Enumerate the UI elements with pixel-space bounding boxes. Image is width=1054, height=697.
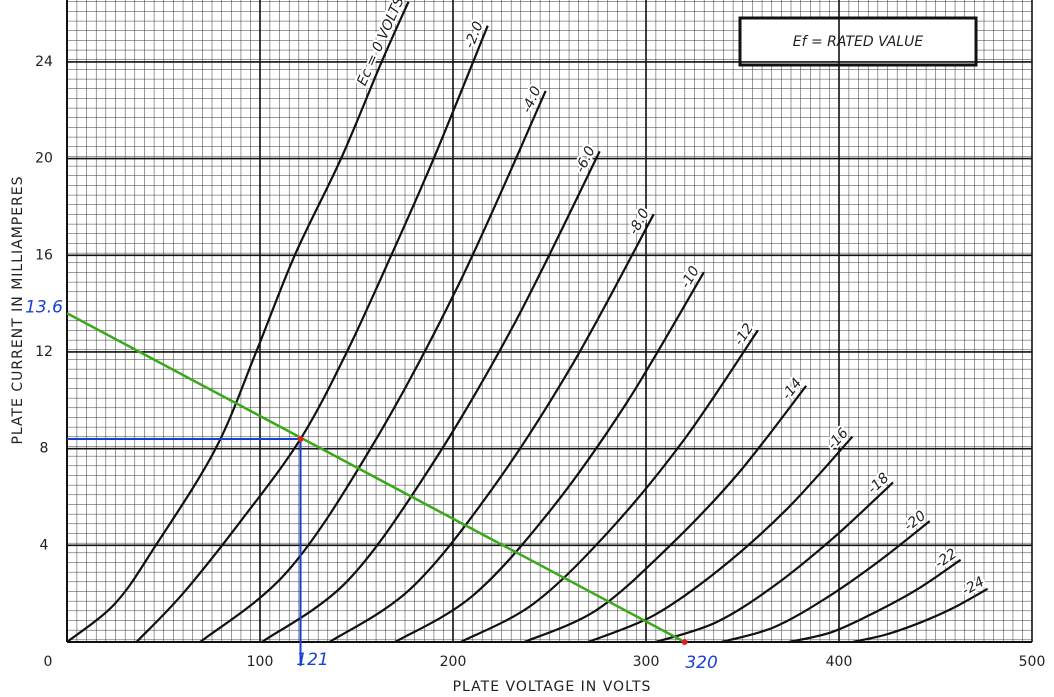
curve [199,90,547,643]
curve [460,329,759,643]
curve [587,435,854,644]
x-tick-label: 100 [247,654,274,670]
x-tick-label: 500 [1019,654,1046,670]
load-line [66,312,686,644]
y-tick-label: 12 [35,344,53,360]
y-tick-label: 20 [35,151,53,167]
curve [66,1,410,643]
legend-box [738,16,978,67]
y-axis-label: PLATE CURRENT IN MILLIAMPERES [10,175,26,444]
curve [655,481,894,644]
annotation: 13.6 [25,297,63,317]
legend-box-text: Ef = RATED VALUE [793,34,924,50]
curve [261,150,601,643]
annotation: 320 [685,653,717,673]
y-tick-label: 24 [35,54,53,70]
y-tick-label: 8 [40,441,49,457]
curve [720,520,931,644]
annotation: 121 [296,650,328,670]
curve [852,587,989,644]
x-tick-label: 400 [826,654,853,670]
curve [135,25,489,643]
curve [523,385,808,644]
curve [788,558,962,644]
y-tick-label: 4 [40,537,49,553]
curve [328,213,655,643]
operating-point [297,435,304,442]
x-tick-label: 300 [633,654,660,670]
y-tick-label: 16 [35,247,53,263]
curve [394,271,705,643]
x-tick-label: 0 [44,654,53,670]
x-tick-label: 200 [440,654,467,670]
plot-grid [67,0,1032,642]
intercept-point [681,639,688,645]
x-axis-label: PLATE VOLTAGE IN VOLTS [453,679,652,695]
